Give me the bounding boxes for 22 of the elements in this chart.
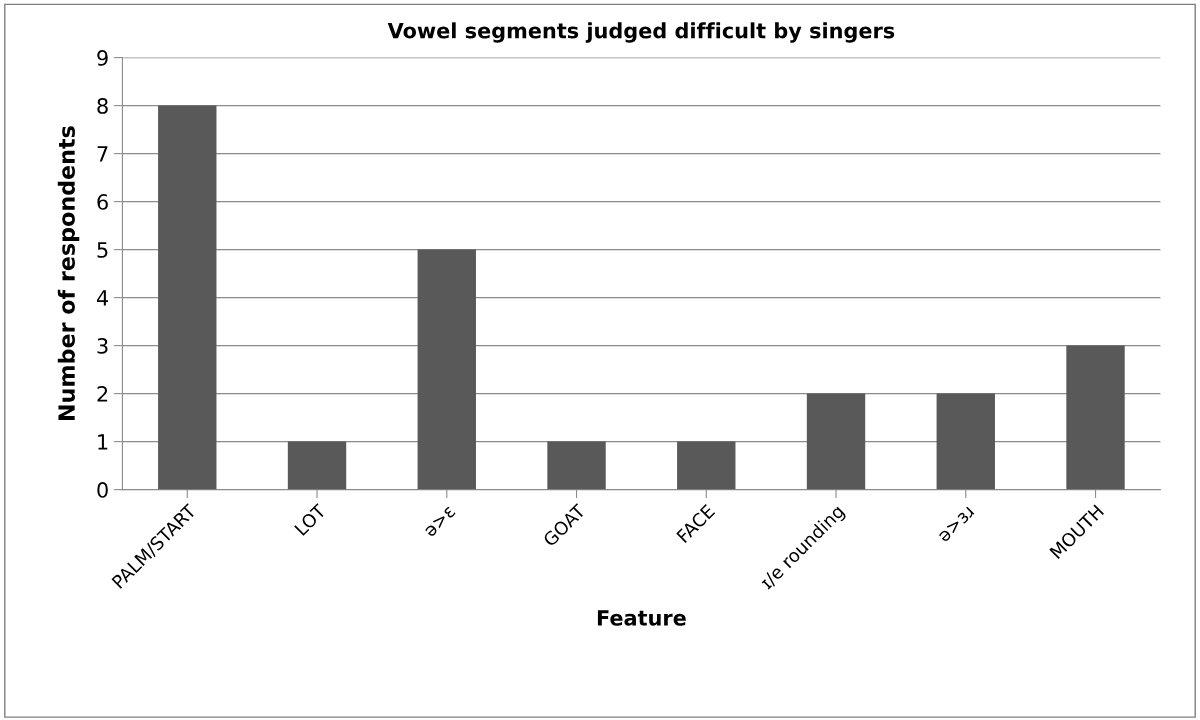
bar: [936, 393, 995, 490]
y-axis-title: Number of respondents: [57, 126, 80, 420]
y-tick-label: 3: [97, 338, 108, 354]
y-tick-label: 5: [97, 242, 108, 258]
bar: [547, 441, 606, 490]
bar: [806, 393, 866, 490]
bar: [417, 249, 476, 490]
y-tick-label: 2: [97, 386, 108, 402]
y-tick-label: 8: [97, 98, 108, 114]
y-tick-label: 7: [97, 146, 108, 162]
bar: [287, 441, 347, 490]
x-axis-title: Feature: [597, 610, 686, 626]
y-tick-label: 9: [97, 50, 108, 66]
y-tick-label: 6: [97, 194, 108, 210]
chart-title: Vowel segments judged difficult by singers: [387, 22, 895, 43]
bar: [1066, 345, 1125, 490]
y-tick-label: 4: [96, 290, 109, 306]
bar: [677, 441, 736, 490]
y-tick-label: 0: [97, 482, 108, 498]
x-tick-label: ə>ɛ: [424, 505, 456, 538]
y-tick-label: 1: [98, 434, 108, 450]
bar: [158, 105, 217, 490]
